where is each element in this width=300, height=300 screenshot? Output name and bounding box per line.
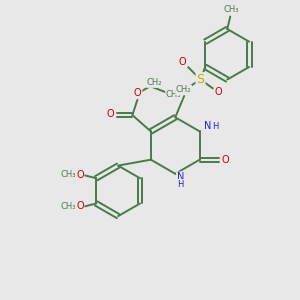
Text: O: O [76, 202, 84, 212]
Text: CH₂: CH₂ [176, 85, 191, 94]
Text: O: O [134, 88, 142, 98]
Text: O: O [76, 170, 84, 180]
Text: O: O [222, 155, 230, 165]
Text: H: H [177, 180, 184, 189]
Text: CH₃: CH₃ [60, 170, 76, 179]
Text: CH₃: CH₃ [60, 202, 76, 211]
Text: H: H [212, 122, 218, 130]
Text: N: N [204, 121, 212, 131]
Text: O: O [106, 110, 114, 119]
Text: CH₃: CH₃ [166, 90, 182, 99]
Text: CH₃: CH₃ [224, 5, 239, 14]
Text: O: O [214, 87, 222, 97]
Text: S: S [196, 73, 205, 86]
Text: CH₂: CH₂ [147, 78, 162, 87]
Text: O: O [179, 57, 187, 67]
Text: N: N [177, 172, 184, 182]
